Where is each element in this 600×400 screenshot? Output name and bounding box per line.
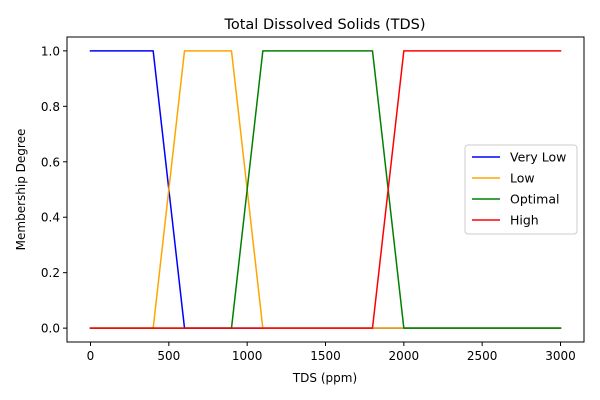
y-tick-label: 0.2 xyxy=(41,266,60,280)
y-axis: 0.0 0.2 0.4 0.6 0.8 1.0 xyxy=(41,44,67,336)
chart-title: Total Dissolved Solids (TDS) xyxy=(223,17,425,33)
x-tick-label: 1000 xyxy=(232,349,263,363)
x-tick-label: 500 xyxy=(157,349,180,363)
y-tick-label: 0.4 xyxy=(41,211,60,225)
x-tick-label: 1500 xyxy=(310,349,341,363)
x-tick-label: 3000 xyxy=(545,349,576,363)
legend-label-very-low: Very Low xyxy=(510,150,566,165)
legend-label-low: Low xyxy=(510,171,535,186)
series-line-high xyxy=(89,50,562,329)
y-tick-label: 0.0 xyxy=(41,322,60,336)
y-tick-label: 0.8 xyxy=(41,100,60,114)
x-tick-label: 2500 xyxy=(467,349,498,363)
x-axis: 0 500 1000 1500 2000 2500 3000 xyxy=(87,342,576,363)
x-tick-label: 2000 xyxy=(389,349,420,363)
x-axis-label: TDS (ppm) xyxy=(292,371,357,385)
legend-label-optimal: Optimal xyxy=(510,192,559,207)
legend: Very Low Low Optimal High xyxy=(464,144,578,235)
y-axis-label: Membership Degree xyxy=(14,129,28,251)
series-layer xyxy=(89,50,562,329)
y-tick-label: 1.0 xyxy=(41,44,60,58)
legend-box xyxy=(464,144,578,235)
x-tick-label: 0 xyxy=(87,349,95,363)
y-tick-label: 0.6 xyxy=(41,155,60,169)
legend-label-high: High xyxy=(510,213,539,228)
